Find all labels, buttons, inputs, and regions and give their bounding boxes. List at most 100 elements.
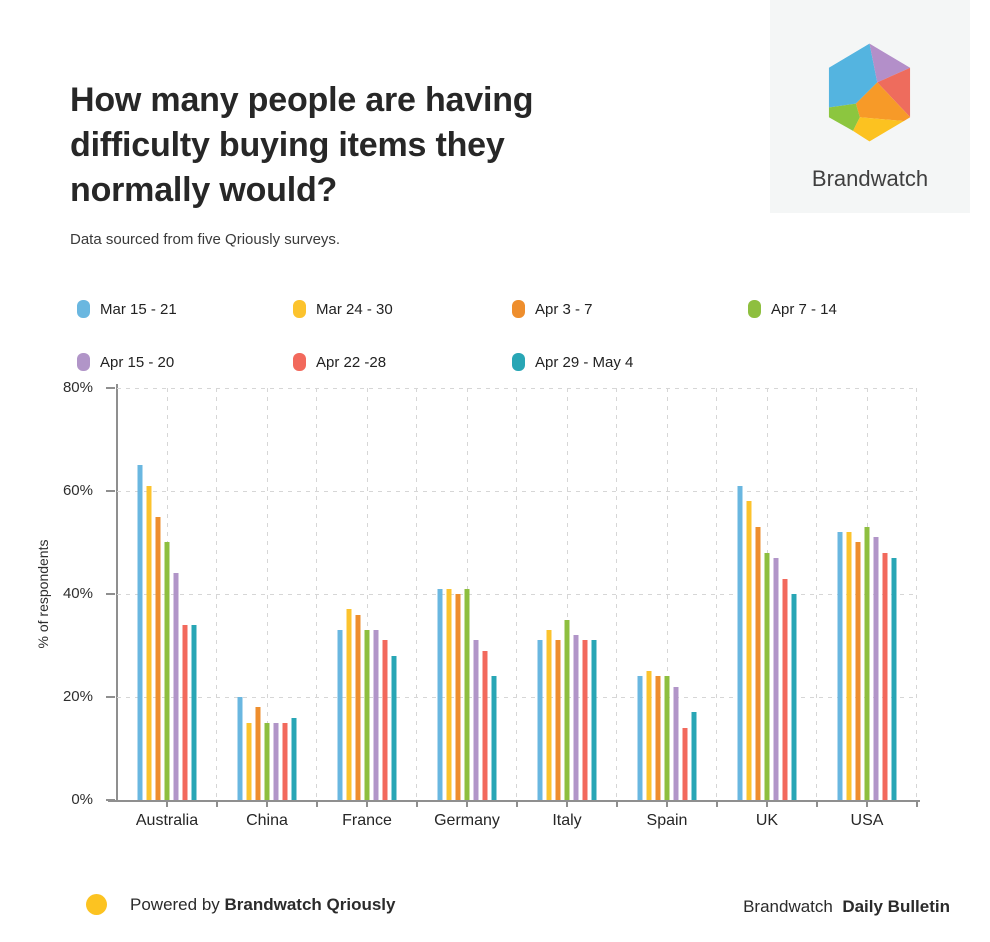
x-axis-tick xyxy=(766,800,768,807)
brandwatch-hexagon-icon xyxy=(828,43,911,142)
bar xyxy=(273,723,279,800)
bar xyxy=(646,671,652,800)
gridline-vertical xyxy=(516,388,517,800)
category-label: China xyxy=(246,812,288,829)
bar xyxy=(782,579,788,800)
bar xyxy=(655,676,661,800)
legend-label: Mar 15 - 21 xyxy=(100,300,177,318)
bar xyxy=(555,640,561,800)
bar xyxy=(691,712,697,800)
category-label: France xyxy=(342,812,392,829)
footer-daily-bulletin: Brandwatch Daily Bulletin xyxy=(743,897,950,917)
gridline-vertical xyxy=(716,388,717,800)
bar xyxy=(673,687,679,800)
legend-label: Apr 29 - May 4 xyxy=(535,353,634,371)
category-label: Italy xyxy=(552,812,582,829)
x-axis-tick xyxy=(716,800,718,807)
legend-swatch-icon xyxy=(77,300,90,318)
footer-left-prefix: Powered by xyxy=(130,894,225,914)
footer-right-prefix: Brandwatch xyxy=(743,897,838,916)
bar xyxy=(664,676,670,800)
bar xyxy=(364,630,370,800)
bar xyxy=(146,486,152,800)
x-axis-tick xyxy=(516,800,518,807)
x-axis-tick xyxy=(166,800,168,807)
bar xyxy=(182,625,188,800)
category-column: USA xyxy=(817,388,918,829)
bar xyxy=(482,651,488,800)
bar xyxy=(337,630,343,800)
bar xyxy=(573,635,579,800)
bar xyxy=(473,640,479,800)
qriously-dot-icon xyxy=(86,894,107,915)
legend-item: Apr 29 - May 4 xyxy=(512,352,633,372)
brandwatch-logo-panel: Brandwatch xyxy=(770,0,970,213)
gridline-vertical xyxy=(267,388,268,800)
category-label: UK xyxy=(755,812,779,829)
x-axis-tick xyxy=(866,800,868,807)
x-axis-tick xyxy=(916,800,918,807)
bar xyxy=(891,558,897,800)
bar xyxy=(355,615,361,800)
bar-cluster xyxy=(337,609,397,800)
category-label: Spain xyxy=(646,812,688,829)
bar xyxy=(746,501,752,800)
legend-item: Apr 22 -28 xyxy=(293,352,386,372)
gridline-horizontal xyxy=(117,594,917,595)
bar xyxy=(864,527,870,800)
legend-label: Apr 7 - 14 xyxy=(771,300,837,318)
bar-cluster xyxy=(137,465,197,800)
bar xyxy=(637,676,643,800)
x-axis-tick xyxy=(266,800,268,807)
y-axis-tick xyxy=(106,799,115,801)
y-tick-label: 60% xyxy=(62,482,93,499)
gridline-vertical xyxy=(667,388,668,800)
bar xyxy=(491,676,497,800)
x-axis-line xyxy=(108,800,920,802)
bar xyxy=(582,640,588,800)
gridline-horizontal xyxy=(117,697,917,698)
bar xyxy=(264,723,270,800)
gridline-vertical xyxy=(916,388,917,800)
gridline-vertical xyxy=(367,388,368,800)
x-axis-tick xyxy=(466,800,468,807)
gridline-horizontal xyxy=(117,491,917,492)
bar-cluster xyxy=(837,527,897,800)
legend-swatch-icon xyxy=(77,353,90,371)
bar xyxy=(882,553,888,800)
page-title: How many people are having difficulty bu… xyxy=(70,81,534,210)
bar xyxy=(837,532,843,800)
gridline-vertical xyxy=(616,388,617,800)
x-axis-tick xyxy=(416,800,418,807)
legend-label: Apr 3 - 7 xyxy=(535,300,593,318)
category-label: USA xyxy=(850,812,884,829)
category-column: UK xyxy=(717,388,818,829)
brandwatch-logo-wordmark: Brandwatch xyxy=(811,166,929,191)
bar-chart-plot-area: 0% 20% 40% 60% 80% Australia China France German… xyxy=(63,379,918,829)
bar xyxy=(791,594,797,800)
category-column: China xyxy=(217,388,318,829)
bar xyxy=(191,625,197,800)
bar-cluster xyxy=(437,589,497,800)
bar xyxy=(455,594,461,800)
bar xyxy=(246,723,252,800)
bar xyxy=(737,486,743,800)
bar xyxy=(373,630,379,800)
bar xyxy=(846,532,852,800)
bar xyxy=(873,537,879,800)
legend-swatch-icon xyxy=(293,300,306,318)
gridline-vertical xyxy=(567,388,568,800)
legend-swatch-icon xyxy=(512,300,525,318)
y-tick-label: 20% xyxy=(62,688,93,705)
x-axis-tick xyxy=(616,800,618,807)
bar xyxy=(237,697,243,800)
legend-label: Mar 24 - 30 xyxy=(316,300,393,318)
bar xyxy=(255,707,261,800)
bar xyxy=(682,728,688,800)
category-column: France xyxy=(317,388,418,829)
bar xyxy=(173,573,179,800)
bar xyxy=(437,589,443,800)
bar xyxy=(537,640,543,800)
bar xyxy=(382,640,388,800)
legend-label: Apr 22 -28 xyxy=(316,353,387,371)
